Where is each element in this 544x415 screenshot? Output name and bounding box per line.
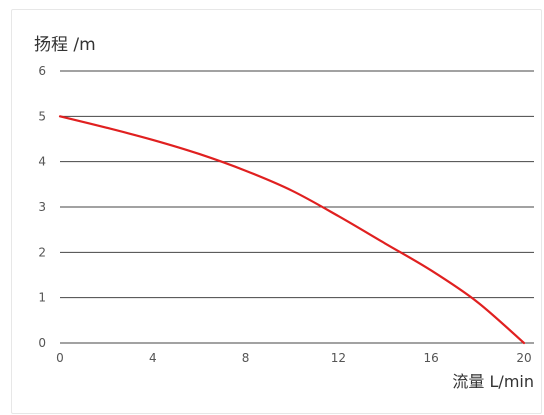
y-axis-ticks: 0 1 2 3 4 5 6 <box>38 64 46 350</box>
x-tick-label: 16 <box>424 351 439 365</box>
x-axis-ticks: 0 4 8 12 16 20 <box>56 351 531 365</box>
gridlines <box>60 70 534 344</box>
y-tick-label: 6 <box>38 64 46 78</box>
x-tick-label: 4 <box>149 351 157 365</box>
chart-frame <box>11 9 542 414</box>
y-tick-label: 2 <box>38 245 46 259</box>
y-tick-label: 5 <box>38 109 46 123</box>
x-tick-label: 0 <box>56 351 64 365</box>
x-axis-label: 流量 L/min <box>452 372 534 391</box>
x-tick-label: 12 <box>331 351 346 365</box>
y-axis-label: 扬程 /m <box>34 35 96 55</box>
series-layer <box>58 115 526 345</box>
y-tick-label: 0 <box>38 336 46 350</box>
x-tick-label: 20 <box>516 351 531 365</box>
x-tick-label: 8 <box>242 351 250 365</box>
y-tick-label: 3 <box>38 200 46 214</box>
y-tick-label: 1 <box>38 291 46 305</box>
series-line-0 <box>58 115 526 345</box>
y-tick-label: 4 <box>38 155 46 169</box>
